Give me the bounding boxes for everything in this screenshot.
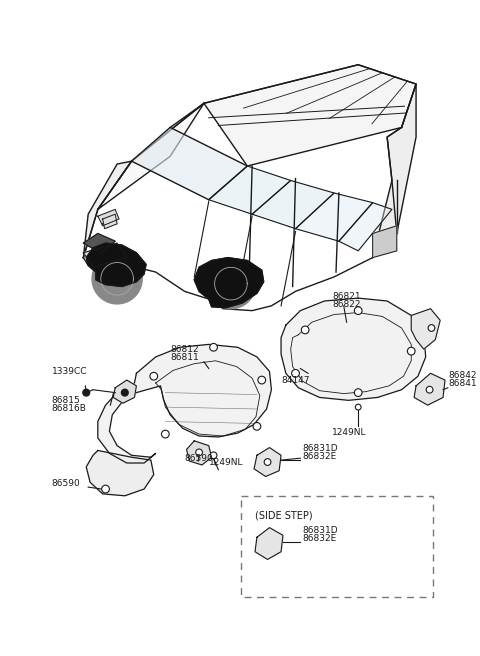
Text: (SIDE STEP): (SIDE STEP) xyxy=(255,510,312,520)
Bar xyxy=(240,496,433,597)
Circle shape xyxy=(196,449,203,456)
Circle shape xyxy=(264,459,271,465)
Text: 86822: 86822 xyxy=(332,300,360,309)
Circle shape xyxy=(265,542,272,548)
Text: 86816B: 86816B xyxy=(51,404,86,413)
Circle shape xyxy=(258,377,265,384)
Polygon shape xyxy=(103,215,117,229)
Polygon shape xyxy=(254,447,281,476)
Text: 86811: 86811 xyxy=(170,353,199,361)
Polygon shape xyxy=(98,344,271,463)
Circle shape xyxy=(150,373,157,380)
Polygon shape xyxy=(372,226,397,258)
Polygon shape xyxy=(194,258,264,308)
Text: 1339CC: 1339CC xyxy=(51,367,87,377)
Polygon shape xyxy=(204,65,416,166)
Text: 86815: 86815 xyxy=(51,396,80,405)
Polygon shape xyxy=(411,309,440,349)
Circle shape xyxy=(292,369,300,377)
Text: 86832E: 86832E xyxy=(302,534,336,543)
Polygon shape xyxy=(209,166,291,215)
Polygon shape xyxy=(92,254,142,304)
Polygon shape xyxy=(414,373,445,405)
Text: 86590: 86590 xyxy=(51,479,80,488)
Polygon shape xyxy=(98,103,204,209)
Text: 86821: 86821 xyxy=(332,292,361,301)
Circle shape xyxy=(210,452,217,459)
Polygon shape xyxy=(339,203,392,251)
Polygon shape xyxy=(281,298,426,400)
Text: 84147: 84147 xyxy=(281,377,310,385)
Circle shape xyxy=(355,404,361,410)
Text: 86842: 86842 xyxy=(448,371,476,380)
Text: 86831D: 86831D xyxy=(302,526,338,535)
Circle shape xyxy=(426,386,433,393)
Polygon shape xyxy=(86,243,146,287)
Circle shape xyxy=(301,326,309,334)
Circle shape xyxy=(428,325,435,331)
Polygon shape xyxy=(98,209,119,226)
Polygon shape xyxy=(252,180,334,229)
Circle shape xyxy=(83,389,90,396)
Text: 86590: 86590 xyxy=(185,454,214,463)
Circle shape xyxy=(102,485,109,493)
Circle shape xyxy=(354,307,362,314)
Text: 86812: 86812 xyxy=(170,345,199,354)
Text: 1249NL: 1249NL xyxy=(209,458,243,467)
Polygon shape xyxy=(84,65,416,311)
Polygon shape xyxy=(113,380,136,403)
Polygon shape xyxy=(84,161,132,258)
Polygon shape xyxy=(206,258,256,309)
Text: 86832E: 86832E xyxy=(302,452,336,461)
Circle shape xyxy=(354,389,362,396)
Text: 86831D: 86831D xyxy=(302,444,338,453)
Circle shape xyxy=(253,422,261,430)
Polygon shape xyxy=(372,84,416,258)
Text: 1249NL: 1249NL xyxy=(332,428,367,438)
Polygon shape xyxy=(255,527,283,560)
Polygon shape xyxy=(132,127,247,199)
Circle shape xyxy=(161,430,169,438)
Polygon shape xyxy=(84,234,115,253)
Circle shape xyxy=(408,347,415,355)
Text: 86841: 86841 xyxy=(448,379,477,388)
Circle shape xyxy=(210,344,217,351)
Polygon shape xyxy=(86,451,154,496)
Polygon shape xyxy=(84,243,127,267)
Circle shape xyxy=(121,389,128,396)
Polygon shape xyxy=(296,193,372,241)
Polygon shape xyxy=(187,441,212,465)
